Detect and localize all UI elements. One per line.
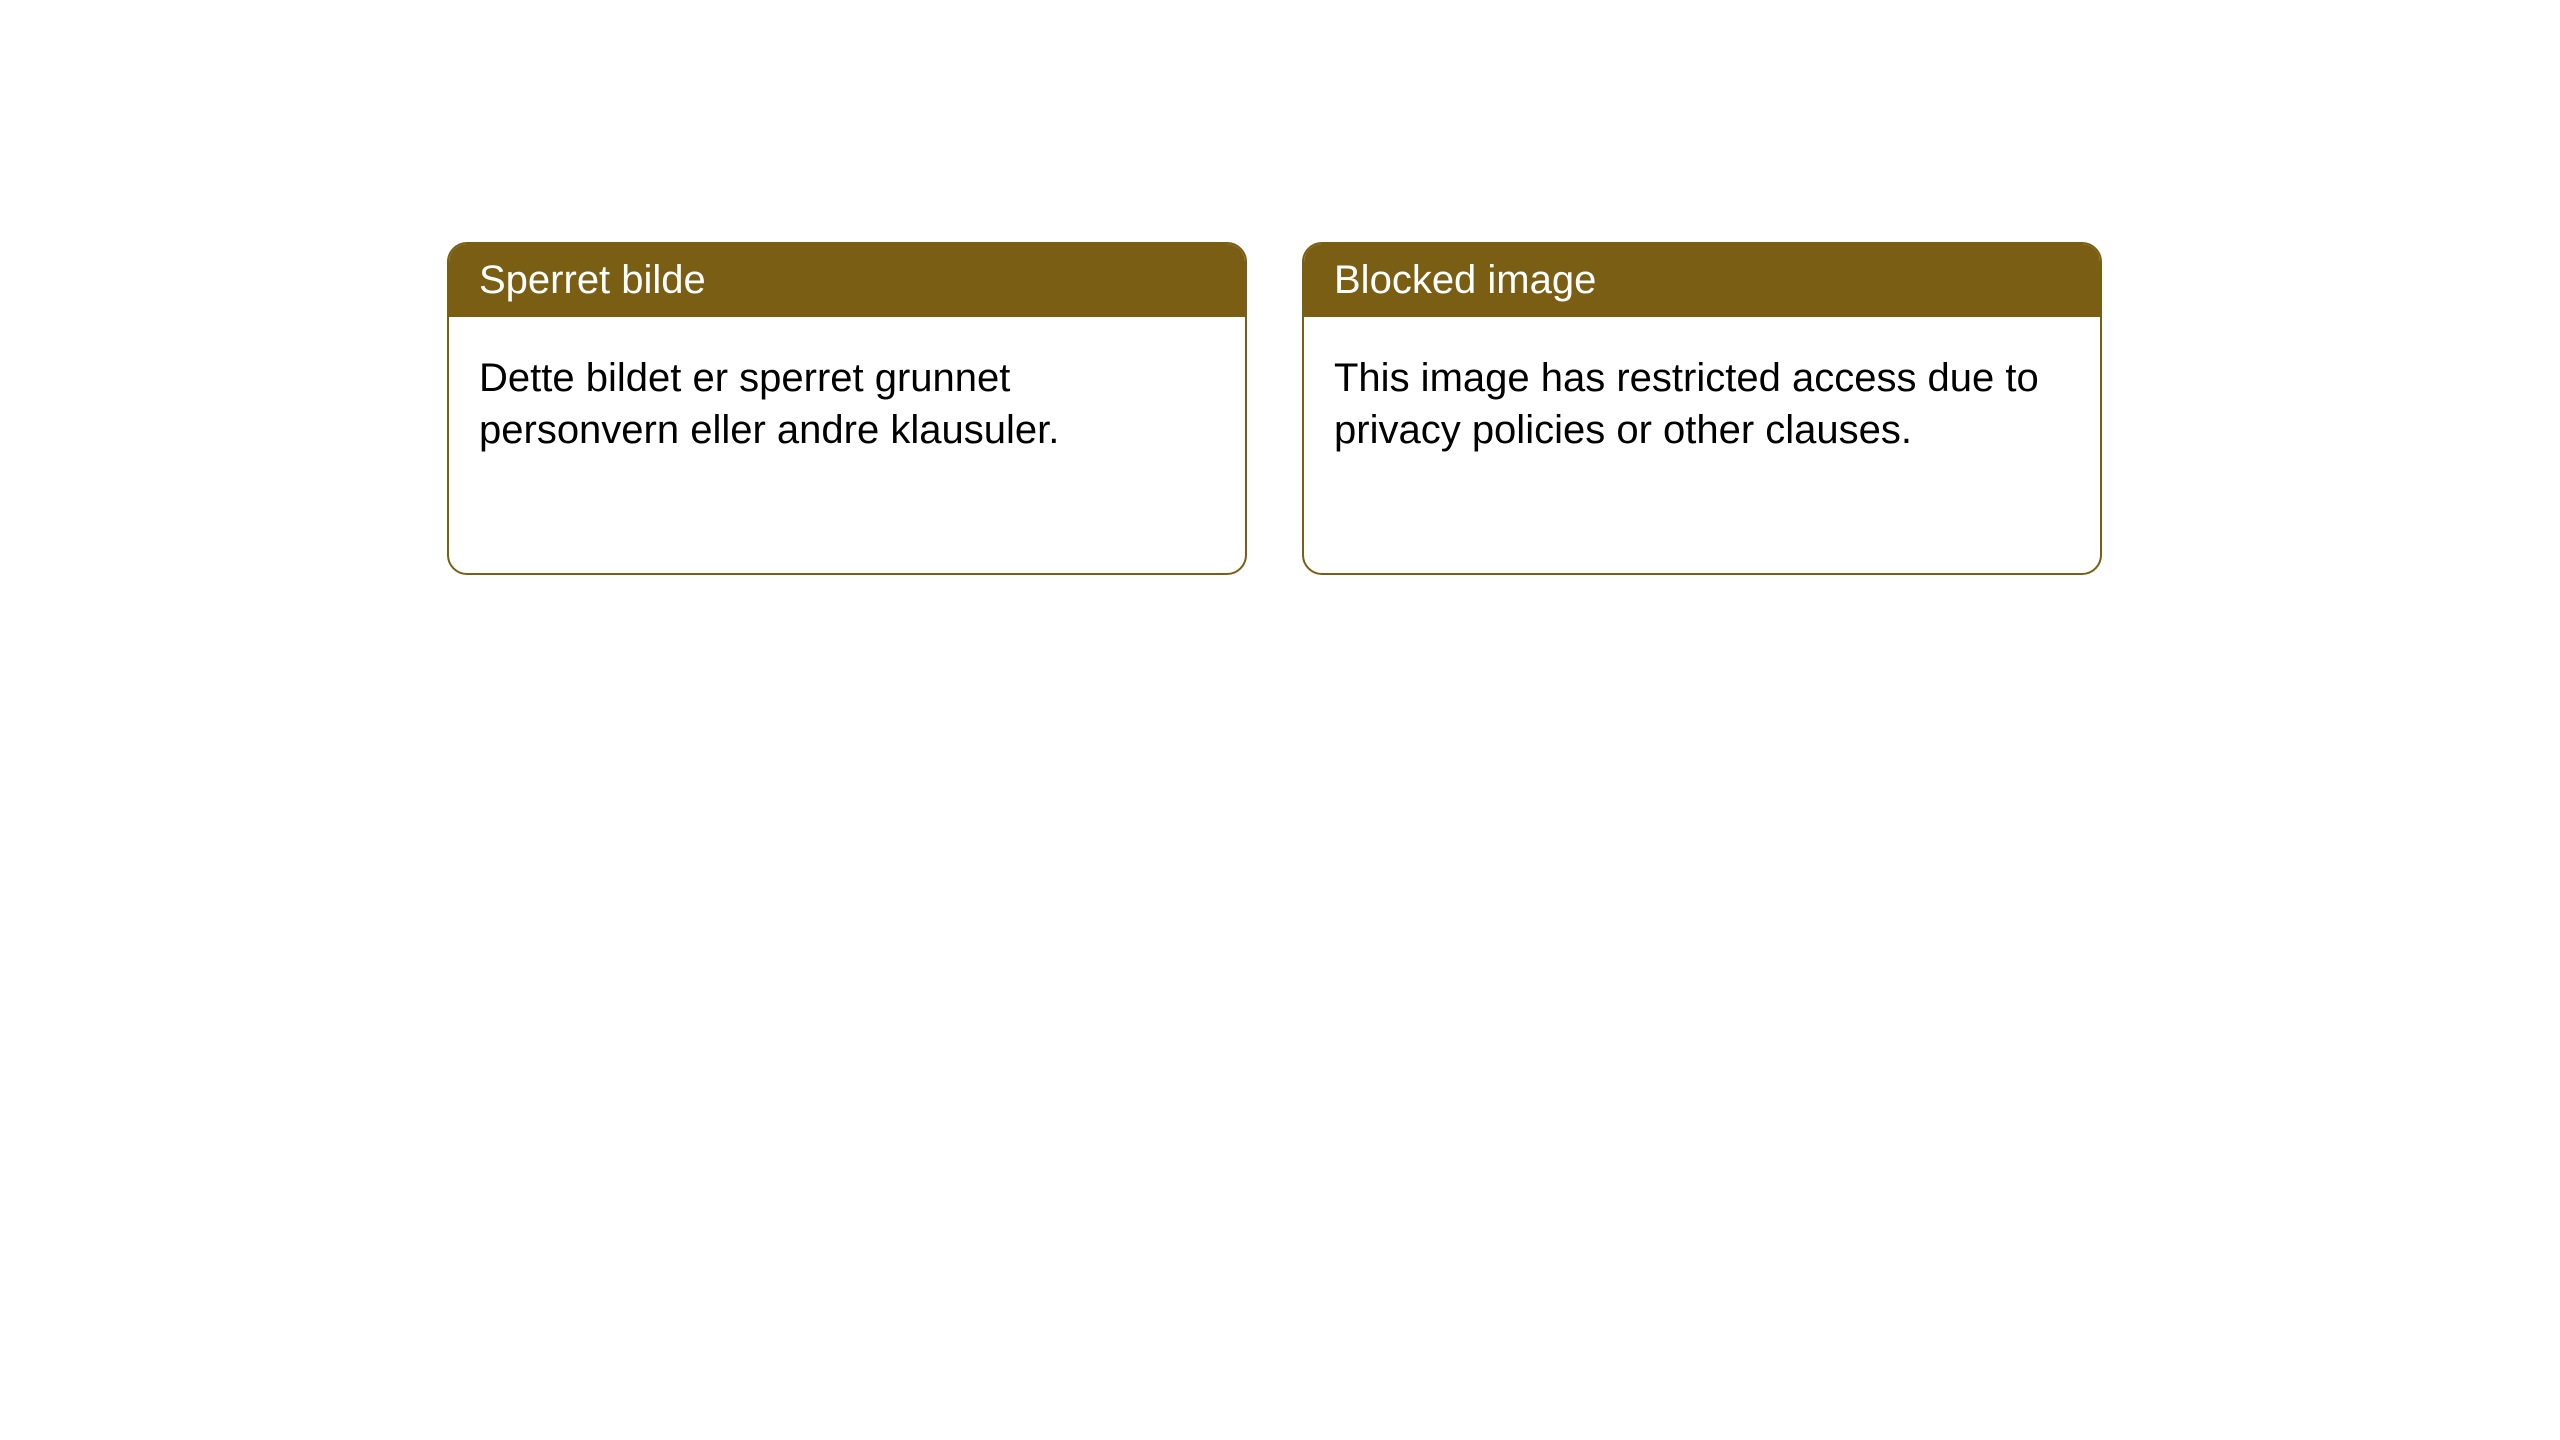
- card-body: Dette bildet er sperret grunnet personve…: [449, 317, 1245, 491]
- card-body: This image has restricted access due to …: [1304, 317, 2100, 491]
- card-english: Blocked image This image has restricted …: [1302, 242, 2102, 575]
- card-title: Blocked image: [1334, 258, 1596, 302]
- card-body-text: Dette bildet er sperret grunnet personve…: [479, 356, 1059, 452]
- card-title: Sperret bilde: [479, 258, 706, 302]
- card-header: Blocked image: [1304, 244, 2100, 317]
- card-header: Sperret bilde: [449, 244, 1245, 317]
- card-norwegian: Sperret bilde Dette bildet er sperret gr…: [447, 242, 1247, 575]
- card-body-text: This image has restricted access due to …: [1334, 356, 2039, 452]
- cards-container: Sperret bilde Dette bildet er sperret gr…: [447, 242, 2102, 575]
